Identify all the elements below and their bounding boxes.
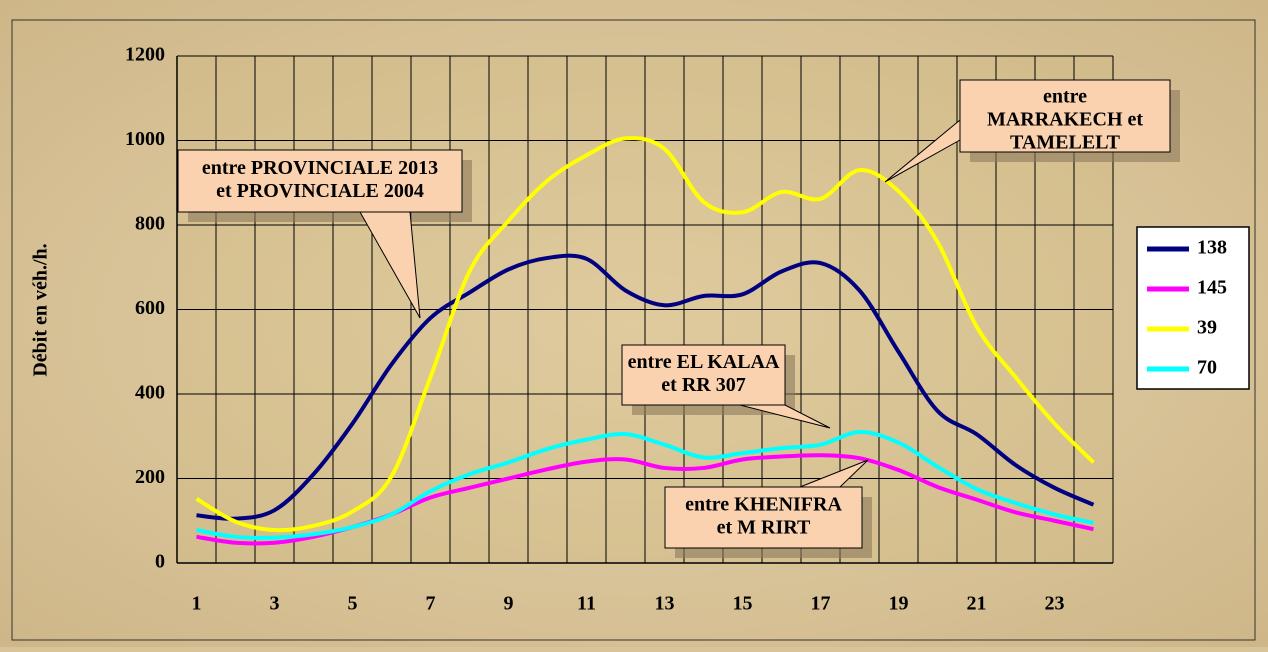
x-tick-label: 11 xyxy=(577,593,596,615)
callout-line: MARRAKECH et xyxy=(987,109,1143,131)
x-tick-label: 3 xyxy=(270,593,280,615)
legend-label: 39 xyxy=(1197,317,1217,339)
x-tick-label: 17 xyxy=(811,593,831,615)
y-tick-label: 1200 xyxy=(125,44,165,66)
callout-line: entre EL KALAA xyxy=(628,351,780,373)
y-axis-label: Débit en véh./h. xyxy=(30,243,52,376)
legend-label: 138 xyxy=(1197,237,1227,259)
y-tick-label: 200 xyxy=(135,466,165,488)
x-tick-label: 19 xyxy=(889,593,909,615)
x-tick-label: 1 xyxy=(192,593,202,615)
x-tick-label: 9 xyxy=(504,593,514,615)
chart-frame xyxy=(11,19,1256,641)
x-tick-label: 23 xyxy=(1045,593,1065,615)
legend-label: 70 xyxy=(1197,357,1217,379)
callout-line: entre KHENIFRA xyxy=(685,494,842,516)
x-tick-label: 21 xyxy=(967,593,987,615)
y-tick-label: 800 xyxy=(135,213,165,235)
series-line xyxy=(195,136,1095,533)
callout-box xyxy=(621,344,786,406)
y-tick-label: 400 xyxy=(135,382,165,404)
callout-box xyxy=(959,79,1171,153)
callout-line: et M RIRT xyxy=(717,517,811,539)
callout-line: et RR 307 xyxy=(661,374,745,396)
series-line xyxy=(196,430,1094,540)
callout-line: entre PROVINCIALE 2013 xyxy=(202,157,438,179)
series-line xyxy=(196,253,1095,521)
x-tick-label: 13 xyxy=(655,593,675,615)
callout-line: et PROVINCIALE 2004 xyxy=(216,180,424,202)
x-tick-label: 15 xyxy=(733,593,753,615)
callout-line: TAMELELT xyxy=(1010,132,1121,154)
y-tick-label: 1000 xyxy=(125,128,165,150)
x-tick-label: 7 xyxy=(426,593,436,615)
callout-box xyxy=(664,486,863,549)
x-tick-label: 5 xyxy=(348,593,358,615)
y-tick-label: 600 xyxy=(135,297,165,319)
callout-box xyxy=(177,149,463,213)
callout-line: entre xyxy=(1043,86,1087,108)
y-tick-label: 0 xyxy=(155,551,165,573)
legend-label: 145 xyxy=(1197,277,1227,299)
legend-box xyxy=(1136,226,1250,390)
